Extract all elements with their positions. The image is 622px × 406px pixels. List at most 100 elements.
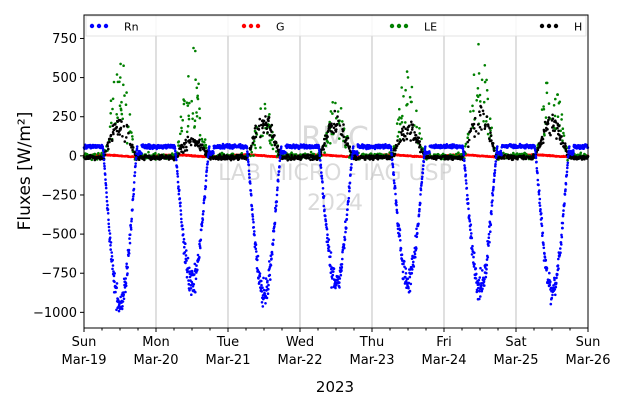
point-rn: [202, 201, 206, 205]
point-le: [196, 97, 200, 101]
point-le: [198, 133, 202, 137]
point-le: [120, 100, 123, 104]
point-rn: [129, 228, 133, 231]
point-rn: [395, 201, 398, 204]
point-rn: [319, 166, 323, 169]
point-rn: [204, 179, 208, 182]
point-rn: [179, 213, 183, 216]
point-rn: [391, 158, 394, 161]
point-h: [472, 122, 476, 126]
point-h: [492, 149, 496, 152]
data-points: [82, 42, 590, 313]
point-le: [180, 126, 183, 130]
point-rn: [408, 289, 412, 293]
point-rn: [267, 287, 270, 291]
point-h: [179, 147, 183, 150]
point-rn: [103, 173, 107, 176]
point-rn: [412, 265, 416, 268]
point-rn: [338, 281, 341, 284]
point-h: [108, 140, 111, 144]
point-le: [464, 142, 468, 146]
point-rn: [174, 149, 177, 153]
point-rn: [391, 165, 395, 169]
point-le: [341, 120, 344, 123]
point-rn: [268, 273, 272, 277]
point-rn: [399, 247, 403, 250]
point-rn: [111, 267, 114, 271]
point-rn: [102, 162, 106, 165]
point-le: [466, 136, 470, 139]
point-rn: [124, 277, 127, 280]
point-rn: [200, 228, 203, 232]
point-rn: [177, 185, 180, 188]
point-le: [502, 151, 505, 155]
point-rn: [103, 164, 106, 168]
point-h: [524, 157, 528, 161]
point-rn: [129, 223, 132, 227]
point-rn: [265, 296, 269, 300]
point-h: [123, 140, 127, 143]
point-le: [203, 141, 206, 144]
point-h: [270, 130, 273, 133]
point-le: [119, 62, 122, 66]
point-rn: [205, 174, 208, 177]
point-le: [339, 107, 343, 110]
point-rn: [258, 275, 262, 278]
point-rn: [262, 276, 265, 280]
point-rn: [201, 220, 204, 224]
point-rn: [343, 235, 346, 239]
point-rn: [277, 180, 280, 183]
point-rn: [189, 287, 193, 290]
point-rn: [107, 222, 110, 226]
point-rn: [176, 175, 180, 178]
point-rn: [202, 210, 205, 213]
point-rn: [204, 185, 208, 189]
point-le: [131, 135, 134, 138]
point-le: [402, 95, 405, 98]
point-le: [109, 99, 113, 102]
point-rn: [194, 277, 198, 281]
point-rn: [192, 283, 196, 286]
point-h: [335, 128, 338, 131]
point-h: [131, 148, 134, 152]
point-rn: [272, 238, 275, 242]
point-h: [322, 148, 326, 151]
point-h: [109, 133, 113, 137]
point-h: [407, 124, 411, 128]
point-le: [323, 151, 326, 154]
point-le: [471, 104, 474, 108]
point-le: [187, 114, 190, 118]
point-rn: [351, 155, 354, 158]
point-rn: [176, 180, 180, 184]
point-rn: [400, 253, 404, 256]
point-rn: [255, 258, 259, 262]
point-rn: [109, 241, 113, 244]
point-rn: [212, 152, 215, 155]
point-h: [485, 115, 489, 118]
point-rn: [104, 183, 108, 187]
point-h: [490, 139, 493, 142]
point-rn: [184, 254, 188, 257]
point-rn: [124, 284, 128, 288]
point-le: [406, 76, 410, 79]
point-h: [477, 132, 480, 135]
point-le: [183, 99, 186, 103]
point-le: [400, 117, 403, 120]
point-le: [196, 94, 199, 98]
point-h: [467, 138, 471, 142]
point-le: [110, 121, 113, 125]
grid: [155, 15, 517, 328]
point-rn: [397, 224, 401, 227]
point-rn: [112, 274, 116, 278]
point-rn: [352, 145, 355, 148]
point-h: [409, 139, 413, 142]
point-le: [467, 133, 470, 136]
point-h: [257, 128, 261, 131]
point-rn: [134, 156, 138, 159]
point-le: [478, 93, 482, 97]
point-h: [259, 135, 262, 139]
point-rn: [271, 243, 275, 246]
point-rn: [332, 267, 336, 271]
point-le: [270, 143, 274, 147]
point-rn: [198, 255, 201, 259]
